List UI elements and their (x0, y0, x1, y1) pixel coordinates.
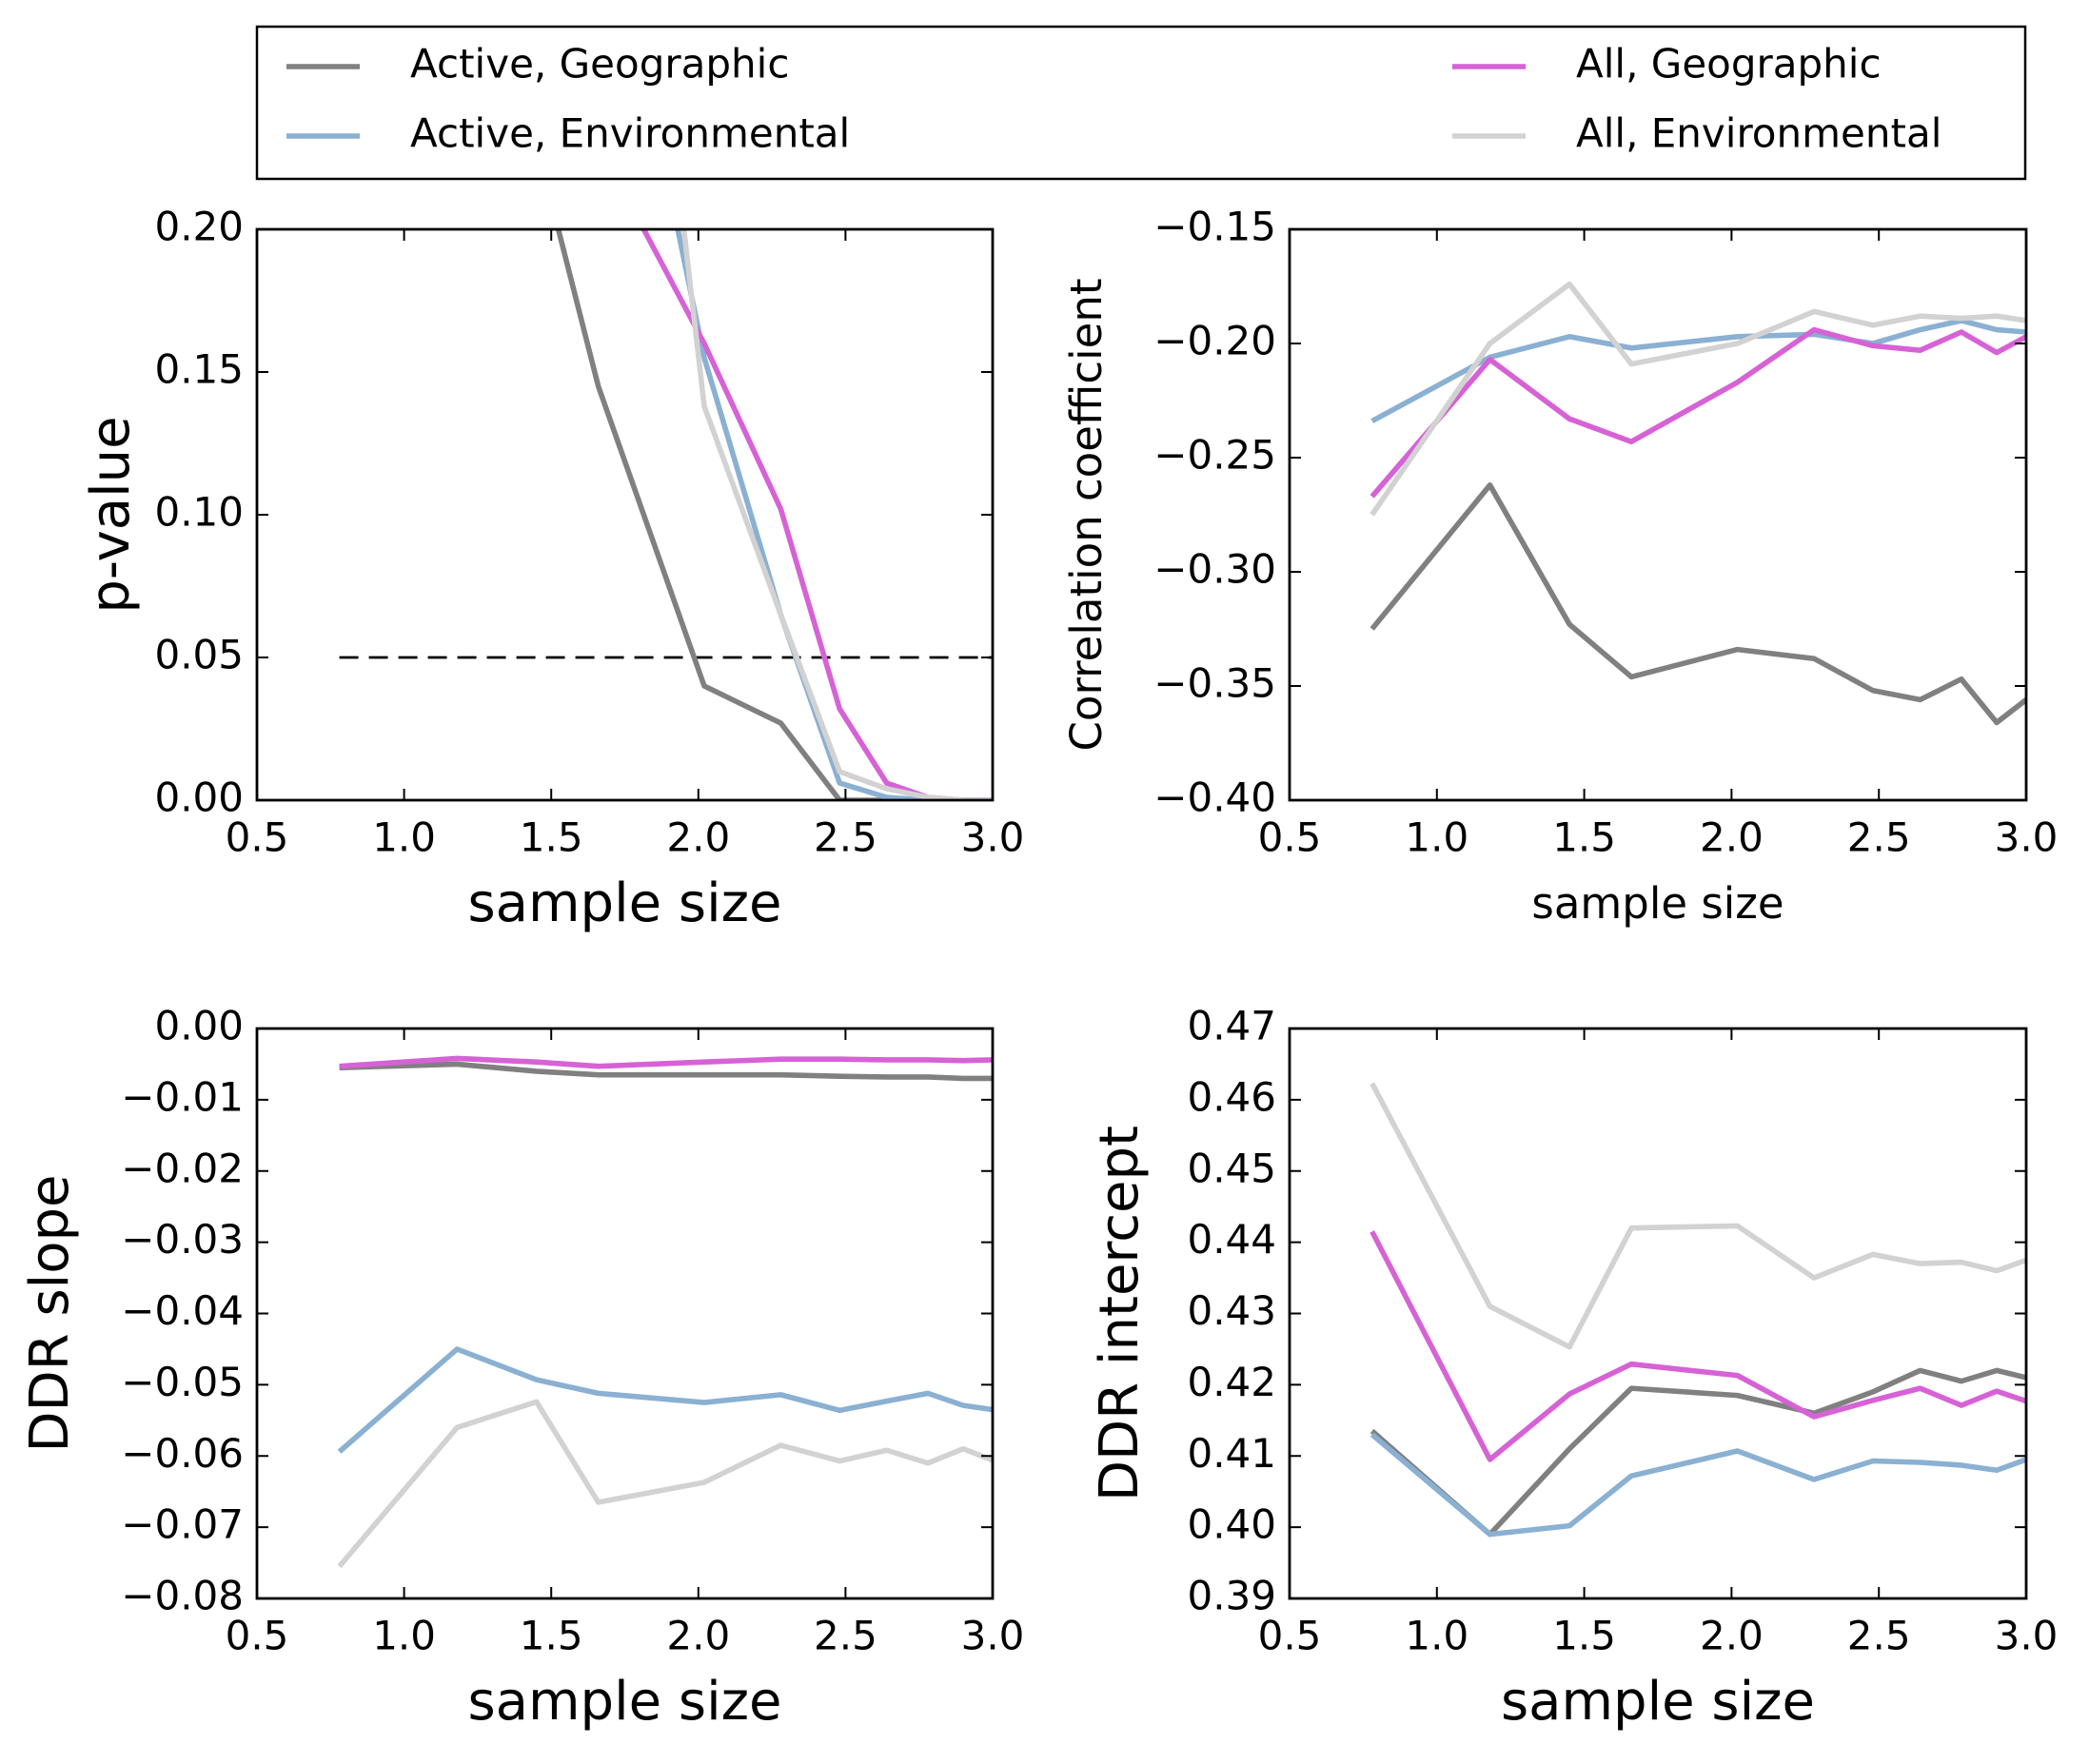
x-tick-label: 1.5 (520, 1613, 583, 1659)
x-axis-label: sample size (468, 1671, 782, 1733)
series-line (680, 229, 993, 800)
series-line (1370, 1230, 2026, 1462)
x-tick-label: 2.0 (666, 1613, 730, 1659)
axes-frame (255, 1027, 995, 1600)
legend-box (255, 25, 2027, 181)
x-tick-label: 2.5 (814, 1613, 877, 1659)
x-tick-label: 2.5 (1847, 814, 1911, 861)
x-axis-label: sample size (468, 872, 782, 934)
series-line (1370, 1432, 2026, 1538)
x-tick-label: 2.5 (814, 814, 877, 861)
y-tick-label: −0.04 (121, 1287, 244, 1334)
axes-frame (1288, 227, 2028, 802)
series-line (1370, 482, 2026, 726)
series-line (337, 1346, 993, 1454)
y-tick-label: −0.15 (1153, 204, 1276, 250)
series-line (337, 1399, 993, 1569)
series-line (555, 229, 993, 800)
axes-frame (1288, 1027, 2028, 1600)
x-tick-label: 0.5 (1258, 1613, 1322, 1659)
y-tick-label: −0.06 (121, 1430, 244, 1477)
legend-label: Active, Geographic (410, 41, 789, 88)
x-tick-label: 2.0 (1700, 1613, 1764, 1659)
series-line (1370, 318, 2026, 424)
y-tick-label: 0.00 (154, 1003, 244, 1049)
y-tick-label: −0.35 (1153, 660, 1276, 707)
x-tick-label: 1.0 (1405, 1613, 1468, 1659)
y-tick-label: −0.20 (1153, 318, 1276, 364)
legend-label: All, Environmental (1576, 110, 1941, 157)
y-tick-label: 0.45 (1187, 1145, 1276, 1191)
y-tick-label: 0.44 (1187, 1216, 1276, 1263)
x-tick-label: 1.0 (372, 1613, 436, 1659)
y-tick-label: 0.42 (1187, 1359, 1276, 1405)
y-tick-label: −0.40 (1153, 774, 1276, 821)
series-line (1370, 326, 2026, 499)
y-tick-label: 0.46 (1187, 1073, 1276, 1120)
x-tick-label: 0.5 (1258, 814, 1322, 861)
y-tick-label: −0.02 (121, 1145, 244, 1191)
x-tick-label: 3.0 (961, 814, 1025, 861)
y-tick-label: −0.25 (1153, 432, 1276, 479)
y-tick-label: 0.05 (154, 632, 244, 678)
y-tick-label: −0.30 (1153, 546, 1276, 593)
y-tick-label: 0.39 (1187, 1573, 1276, 1619)
x-tick-label: 1.0 (372, 814, 436, 861)
y-tick-label: 0.47 (1187, 1003, 1276, 1049)
x-tick-label: 3.0 (1995, 1613, 2059, 1659)
x-tick-label: 3.0 (961, 1613, 1025, 1659)
legend-label: All, Geographic (1576, 41, 1882, 88)
y-tick-label: −0.03 (121, 1216, 244, 1263)
x-axis-label: sample size (1531, 878, 1784, 929)
x-tick-label: 3.0 (1995, 814, 2059, 861)
y-tick-label: 0.40 (1187, 1501, 1276, 1548)
x-tick-label: 1.5 (1552, 1613, 1616, 1659)
series-line (1370, 1367, 2026, 1538)
y-tick-label: 0.20 (154, 204, 244, 250)
series-line (339, 1055, 993, 1069)
y-tick-label: 0.00 (154, 774, 244, 821)
x-tick-label: 1.5 (1552, 814, 1616, 861)
y-tick-label: 0.43 (1187, 1287, 1276, 1334)
x-tick-label: 0.5 (226, 814, 289, 861)
y-tick-label: 0.10 (154, 489, 244, 536)
x-tick-label: 1.0 (1405, 814, 1468, 861)
series-line (1370, 281, 2026, 517)
axes-frame (255, 227, 995, 802)
y-axis-label: p-value (80, 416, 142, 613)
y-tick-label: −0.05 (121, 1359, 244, 1405)
legend-label: Active, Environmental (410, 110, 850, 157)
y-tick-label: 0.15 (154, 346, 244, 393)
x-axis-label: sample size (1501, 1671, 1815, 1733)
y-axis-label: Correlation coefficient (1061, 279, 1112, 752)
y-tick-label: 0.41 (1187, 1430, 1276, 1477)
y-tick-label: −0.01 (121, 1073, 244, 1120)
y-tick-label: −0.08 (121, 1573, 244, 1619)
x-tick-label: 2.0 (1700, 814, 1764, 861)
x-tick-label: 1.5 (520, 814, 583, 861)
series-line (1370, 1082, 2026, 1350)
x-tick-label: 2.5 (1847, 1613, 1911, 1659)
y-axis-label: DDR slope (19, 1175, 81, 1453)
y-tick-label: −0.07 (121, 1501, 244, 1548)
y-axis-label: DDR intercept (1089, 1126, 1151, 1501)
x-tick-label: 2.0 (666, 814, 730, 861)
series-line (339, 1061, 993, 1082)
x-tick-label: 0.5 (226, 1613, 289, 1659)
